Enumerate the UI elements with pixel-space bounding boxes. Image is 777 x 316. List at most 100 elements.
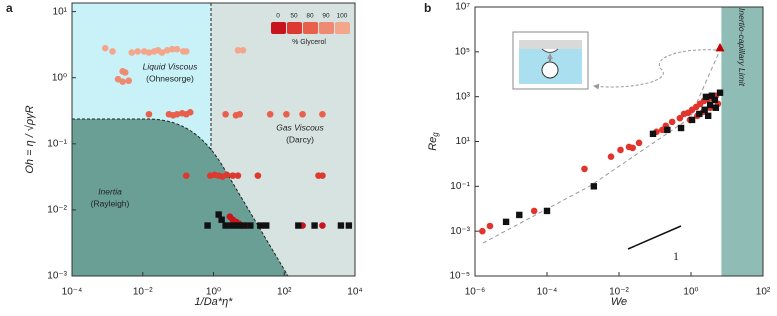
legend-swatch [303,22,318,34]
point [590,183,598,190]
point [223,171,231,179]
boundary-curve [72,118,289,277]
panel-letter: a [6,1,13,15]
x-tick-label: 10⁻² [133,287,153,298]
point [145,49,153,56]
y-tick-label: 10¹ [53,6,68,17]
y-axis-label-sub: g [431,132,440,137]
point [173,110,181,118]
point [516,211,523,219]
point [182,48,190,55]
point [119,78,126,86]
x-tick-label: 10² [277,287,292,298]
point [311,222,318,229]
point [607,153,615,160]
x-tick-label: 10⁻² [609,287,629,298]
y-tick-label: 10⁰ [52,72,67,83]
point [257,222,264,229]
annotation: (Ohnesorge) [146,73,194,83]
point [704,112,712,120]
point [182,172,190,179]
legend-label: 90 [322,13,330,20]
point [222,110,229,118]
point [337,222,345,229]
slope-line [627,225,682,250]
bubble [541,61,559,79]
point [649,130,657,138]
point [668,118,676,126]
point [186,108,194,116]
point [543,207,551,215]
point [204,222,211,229]
y-axis-label-main: Re [427,137,439,151]
point [247,222,254,229]
legend-swatch [319,22,334,34]
point [266,110,274,118]
point [581,165,588,173]
point [134,48,142,55]
point [688,116,696,124]
inset-arrow [593,49,717,90]
point [677,124,685,132]
point [701,106,708,113]
annotation: Liquid Viscous [143,61,198,71]
panel-b: 10⁻⁶ 10⁻⁴ 10⁻² 10⁰ 10² 10⁻⁵ 10⁻³ 10⁻¹ 10¹ 10³ 10⁵ 1… [427,2,771,308]
point [702,93,710,101]
panel-a: 10⁻⁴ 10⁻² 10⁰ 10² 10⁴ 10⁻³ 10⁻² 10⁻¹ 10⁰ 10¹ 1/Da*… [24,2,363,308]
annotation: (Rayleigh) [91,198,130,208]
point [629,144,636,152]
x-tick-label: 10⁻⁴ [537,287,558,298]
point [299,110,306,118]
point [263,222,270,229]
point [706,101,714,109]
inertia-region [72,119,288,276]
y-tick-label: 10⁵ [455,46,470,57]
annotation: Gas Viscous [276,122,324,132]
point [229,172,237,179]
point [101,44,109,52]
x-tick-label: 10⁴ [347,287,362,298]
y-axis-label: Oh = η / √ργR [24,105,36,173]
annotation: Inertia [98,186,122,196]
panel-letter: b [424,1,431,15]
point [319,110,326,118]
y-tick-label: 10⁻¹ [47,138,67,149]
point [254,172,262,179]
y-tick-label: 10¹ [456,136,471,147]
point [163,46,171,54]
legend-label: 80 [306,13,314,20]
point [222,222,229,229]
layer [519,40,582,49]
point [635,139,643,147]
y-tick-label: 10³ [456,91,471,102]
point [234,46,242,54]
point [664,126,671,134]
x-tick-label: 10⁰ [206,287,221,298]
point [712,104,720,111]
x-tick-label: 10⁻⁶ [465,287,486,298]
point [716,89,724,96]
point [283,110,290,118]
point [345,222,353,229]
point [145,110,153,118]
point [234,222,242,229]
point [711,96,719,104]
point [234,172,242,179]
point [708,92,716,99]
meniscus [541,48,559,53]
legend-label: 100 [337,13,348,20]
point [125,77,132,85]
point [479,227,486,235]
point [168,45,176,53]
point [696,110,703,118]
y-tick-label: 10⁻⁵ [449,271,470,282]
point [617,146,624,154]
point [239,46,247,54]
legend-swatch [287,22,302,34]
point [295,222,302,229]
point [215,211,222,218]
limit-band [721,7,763,276]
annotation: 1 [673,249,679,263]
y-tick-label: 10⁻³ [47,271,67,282]
